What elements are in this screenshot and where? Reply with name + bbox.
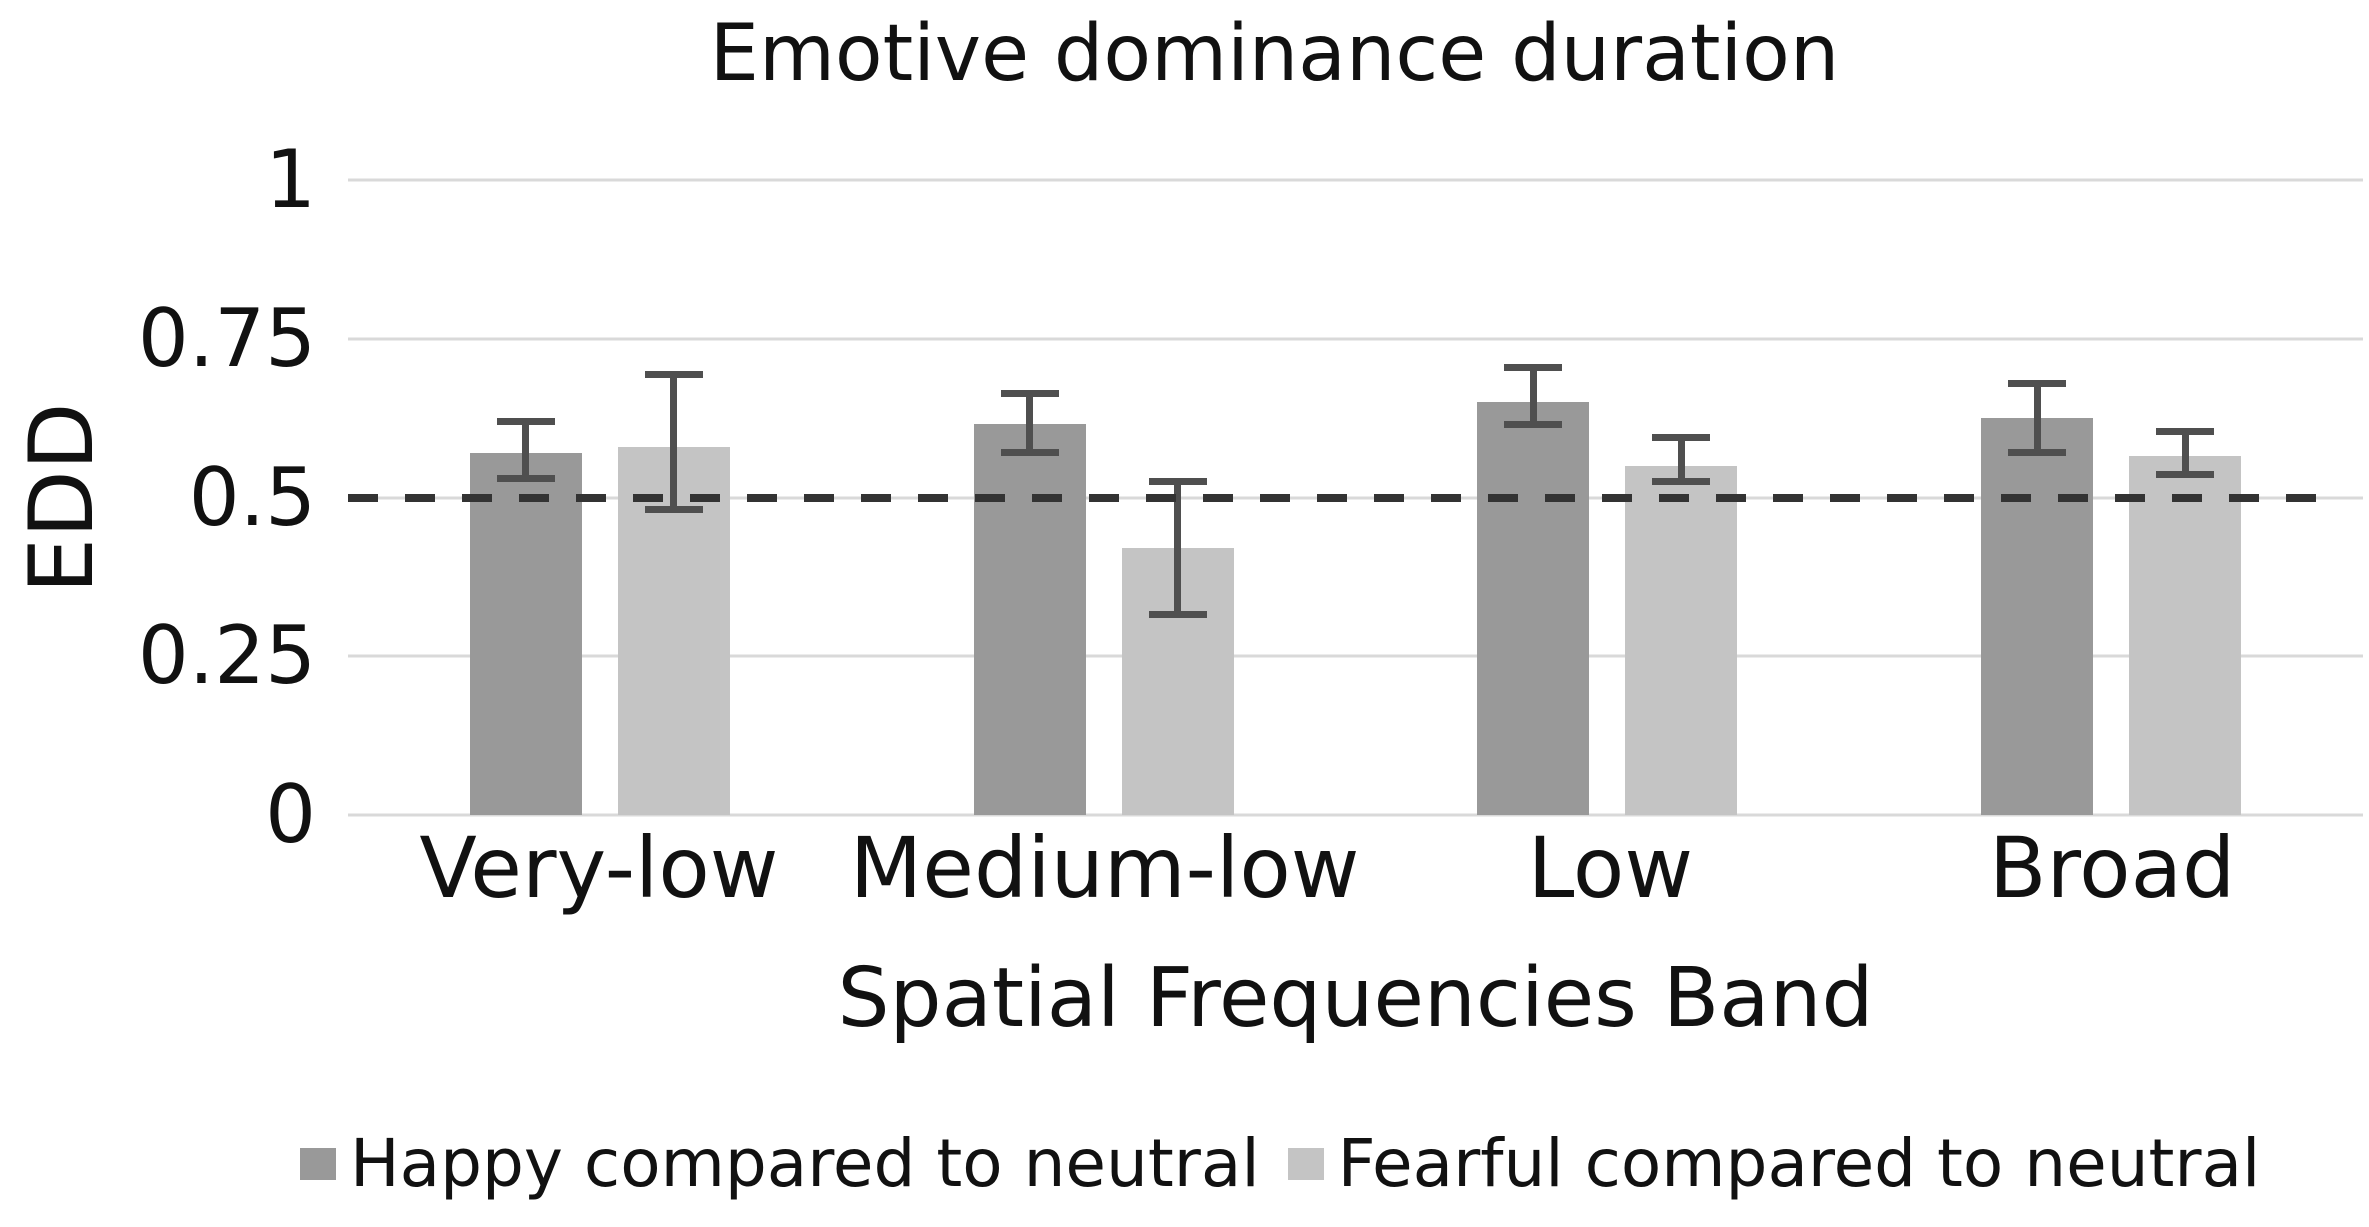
error-bar-happy-low — [1504, 364, 1563, 428]
error-bar-happy-very-low — [496, 418, 555, 482]
y-tick-label-1: 1 — [265, 133, 316, 226]
bar-slot-happy-medium-low — [973, 180, 1086, 815]
error-bar-line — [1174, 478, 1182, 619]
legend-swatch-happy-icon — [300, 1148, 336, 1180]
error-bar-fearful-medium-low — [1148, 478, 1207, 619]
bar-slot-fearful-medium-low — [1121, 180, 1234, 815]
legend-label-happy: Happy compared to neutral — [350, 1125, 1260, 1202]
y-tick-label-0: 0 — [265, 768, 316, 861]
error-bar-line — [1677, 434, 1685, 485]
y-tick-label-0.25: 0.25 — [137, 609, 316, 703]
bar-group-broad — [1859, 180, 2363, 815]
x-category-label-medium-low: Medium-low — [849, 819, 1360, 917]
bar-fearful-broad — [2129, 456, 2242, 815]
gridline-0.25 — [348, 654, 2363, 658]
bar-slot-happy-low — [1477, 180, 1590, 815]
gridline-1 — [348, 178, 2363, 182]
bar-slot-happy-very-low — [469, 180, 582, 815]
bar-slot-fearful-broad — [2129, 180, 2242, 815]
bar-happy-broad — [1981, 418, 2094, 815]
error-bar-fearful-very-low — [644, 370, 703, 514]
gridline-0.75 — [348, 337, 2363, 341]
x-category-label-very-low: Very-low — [419, 819, 779, 917]
error-bar-line — [2033, 380, 2041, 457]
error-bar-happy-broad — [2008, 380, 2067, 457]
x-category-label-broad: Broad — [1988, 819, 2236, 917]
legend-item-fearful: Fearful compared to neutral — [1287, 1125, 2261, 1202]
bar-fearful-low — [1625, 465, 1738, 815]
plot-area — [348, 178, 2363, 817]
bar-group-low — [1356, 180, 1860, 815]
error-bar-fearful-low — [1652, 434, 1711, 485]
y-tick-label-0.75: 0.75 — [137, 291, 316, 385]
error-bar-line — [522, 418, 530, 482]
bar-happy-low — [1477, 402, 1590, 815]
bar-groups — [348, 180, 2363, 815]
bar-slot-fearful-very-low — [617, 180, 730, 815]
bar-group-medium-low — [852, 180, 1356, 815]
bar-happy-very-low — [469, 453, 582, 815]
x-axis-labels: Very-low Medium-low Low Broad — [348, 819, 2363, 917]
y-axis-ticks: 0 0.25 0.5 0.75 1 — [0, 140, 330, 855]
reference-line — [348, 493, 2337, 502]
legend: Happy compared to neutral Fearful compar… — [300, 1118, 2369, 1210]
error-bar-line — [670, 370, 678, 514]
error-bar-fearful-broad — [2156, 427, 2215, 479]
bar-slot-happy-broad — [1981, 180, 2094, 815]
error-bar-happy-medium-low — [1000, 389, 1059, 457]
bar-group-very-low — [348, 180, 852, 815]
x-axis-title: Spatial Frequencies Band — [837, 951, 1874, 1046]
legend-label-fearful: Fearful compared to neutral — [1337, 1125, 2261, 1202]
gridline-0 — [348, 813, 2363, 817]
legend-swatch-fearful-icon — [1287, 1148, 1324, 1180]
bar-happy-medium-low — [973, 424, 1086, 815]
error-bar-line — [1026, 389, 1034, 457]
x-category-label-low: Low — [1527, 819, 1694, 917]
y-tick-label-0.5: 0.5 — [188, 450, 316, 544]
chart-title: Emotive dominance duration — [709, 9, 1840, 99]
error-bar-line — [1529, 364, 1537, 428]
bar-slot-fearful-low — [1625, 180, 1738, 815]
legend-item-happy: Happy compared to neutral — [300, 1131, 1260, 1197]
error-bar-line — [2181, 427, 2189, 479]
